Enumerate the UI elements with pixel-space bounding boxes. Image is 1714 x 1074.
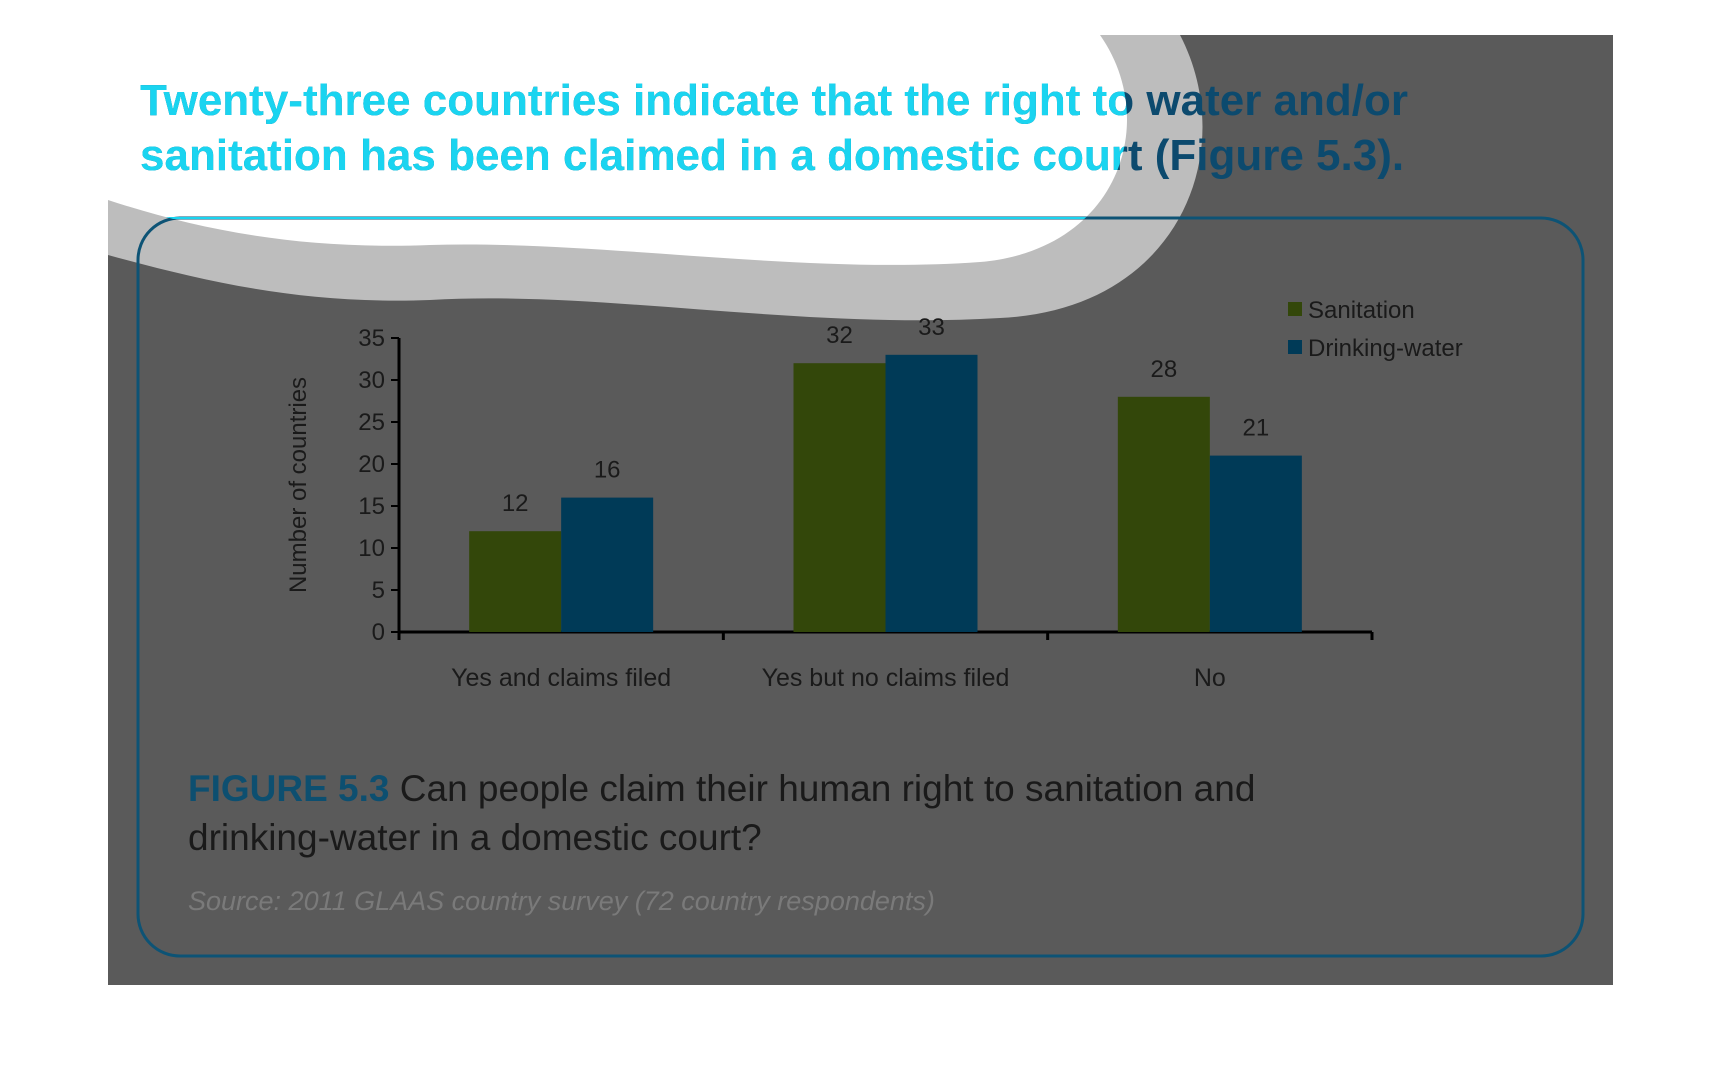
x-tick-label: Yes but no claims filed <box>762 664 1010 692</box>
legend-swatch <box>1288 340 1302 354</box>
y-tick-label: 0 <box>372 619 385 646</box>
legend-swatch <box>1288 302 1302 316</box>
x-tick-label: No <box>1194 664 1226 692</box>
caption-text: Can people claim their human right to sa… <box>400 768 1256 809</box>
value-label: 33 <box>918 314 945 341</box>
y-tick-label: 10 <box>358 535 385 562</box>
y-tick-label: 5 <box>372 577 385 604</box>
headline-line: Twenty-three countries indicate that the… <box>140 76 1408 125</box>
bar <box>793 363 886 632</box>
value-label: 28 <box>1150 356 1177 383</box>
headline-line: sanitation has been claimed in a domesti… <box>140 131 1404 180</box>
bar <box>1117 396 1210 632</box>
caption: FIGURE 5.3 Can people claim their human … <box>188 768 1255 809</box>
bar <box>469 531 562 632</box>
caption-text: drinking-water in a domestic court? <box>188 817 762 858</box>
headline: Twenty-three countries indicate that the… <box>140 76 1408 180</box>
y-tick-label: 35 <box>358 325 385 352</box>
legend-label: Drinking-water <box>1308 335 1463 362</box>
x-tick-label: Yes and claims filed <box>451 664 671 692</box>
wave-white <box>108 35 1127 265</box>
value-label: 16 <box>594 457 621 484</box>
bar <box>885 354 978 632</box>
y-tick-label: 30 <box>358 367 385 394</box>
y-axis-label: Number of countries <box>285 377 312 593</box>
bar <box>1209 455 1302 632</box>
y-tick-label: 20 <box>358 451 385 478</box>
y-tick-label: 15 <box>358 493 385 520</box>
value-label: 32 <box>826 322 853 349</box>
value-label: 12 <box>502 490 529 517</box>
caption-label: FIGURE 5.3 <box>188 768 390 809</box>
source: Source: 2011 GLAAS country survey (72 co… <box>188 886 935 916</box>
legend-label: Sanitation <box>1308 297 1415 324</box>
headline-line: sanitation has been claimed in a domesti… <box>140 131 1404 180</box>
bar <box>561 497 654 632</box>
y-tick-label: 25 <box>358 409 385 436</box>
value-label: 21 <box>1242 415 1269 442</box>
headline-line: Twenty-three countries indicate that the… <box>140 76 1408 125</box>
